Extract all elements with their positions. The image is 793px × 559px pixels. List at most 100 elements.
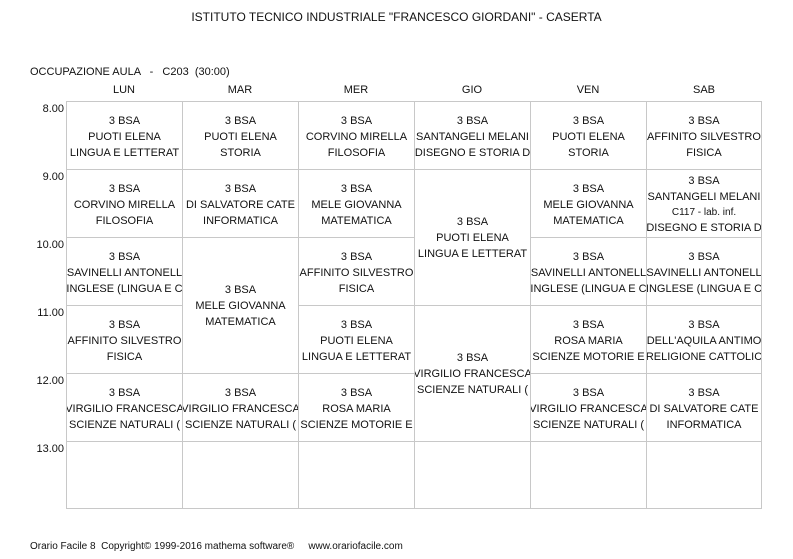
hour-label-10: 10.00	[36, 239, 64, 251]
lesson-teacher: ROSA MARIA	[554, 335, 623, 347]
lesson-cell-double[interactable]: 3 BSA VIRGILIO FRANCESCA SCIENZE NATURAL…	[415, 306, 530, 441]
lesson-cell[interactable]: 3 BSA ROSA MARIA SCIENZE MOTORIE E	[299, 374, 414, 441]
lesson-teacher: CORVINO MIRELLA	[305, 131, 408, 143]
lesson-teacher: ROSA MARIA	[322, 403, 391, 415]
lesson-cell[interactable]: 3 BSA DELL'AQUILA ANTIMO RELIGIONE CATTO…	[647, 306, 761, 373]
lesson-subject: FISICA	[106, 351, 143, 363]
lesson-subject: MATEMATICA	[553, 215, 624, 227]
lesson-subject: FISICA	[338, 283, 375, 295]
hour-label-12: 12.00	[36, 375, 64, 387]
lesson-class: 3 BSA	[340, 387, 373, 399]
lesson-class: 3 BSA	[688, 319, 720, 331]
lesson-teacher: AFFINITO SILVESTRO	[299, 267, 414, 279]
lesson-cell[interactable]: 3 BSA PUOTI ELENA STORIA	[531, 102, 646, 169]
lesson-cell[interactable]: 3 BSA AFFINITO SILVESTRO FISICA	[647, 102, 761, 169]
lesson-cell[interactable]: 3 BSA SAVINELLI ANTONELL INGLESE (LINGUA…	[531, 238, 646, 305]
lesson-subject: SCIENZE NATURALI (	[68, 419, 181, 431]
lesson-cell[interactable]: 3 BSA SAVINELLI ANTONELL INGLESE (LINGUA…	[67, 238, 182, 305]
lesson-subject: LINGUA E LETTERAT	[69, 147, 180, 159]
lesson-teacher: PUOTI ELENA	[204, 131, 277, 143]
lesson-cell[interactable]: 3 BSA DI SALVATORE CATE INFORMATICA	[183, 170, 298, 237]
lesson-class: 3 BSA	[108, 387, 141, 399]
lesson-class: 3 BSA	[224, 387, 257, 399]
lesson-subject: SCIENZE MOTORIE E	[300, 419, 413, 431]
lesson-class: 3 BSA	[572, 251, 605, 263]
lesson-class: 3 BSA	[108, 115, 141, 127]
grid-line	[67, 237, 761, 238]
hour-label-9: 9.00	[42, 171, 64, 183]
grid-line	[67, 169, 761, 170]
lesson-teacher: DELL'AQUILA ANTIMO	[647, 335, 761, 347]
hour-label-11: 11.00	[37, 307, 64, 319]
footer: Orario Facile 8 Copyright© 1999-2016 mat…	[30, 541, 403, 552]
day-header-mar: MAR	[227, 84, 253, 96]
lesson-class: 3 BSA	[108, 183, 141, 195]
lesson-cell[interactable]: 3 BSA AFFINITO SILVESTRO FISICA	[299, 238, 414, 305]
lesson-subject: FILOSOFIA	[95, 215, 154, 227]
footer-website: www.orariofacile.com	[308, 541, 403, 552]
lesson-cell[interactable]: 3 BSA PUOTI ELENA LINGUA E LETTERAT	[67, 102, 182, 169]
lesson-teacher: SAVINELLI ANTONELL	[531, 267, 646, 279]
lesson-class: 3 BSA	[224, 183, 257, 195]
lesson-cell[interactable]: 3 BSA MELE GIOVANNA MATEMATICA	[531, 170, 646, 237]
lesson-cell-double[interactable]: 3 BSA PUOTI ELENA LINGUA E LETTERAT	[415, 170, 530, 305]
lesson-class: 3 BSA	[572, 319, 605, 331]
lesson-cell[interactable]: 3 BSA SANTANGELI MELANI DISEGNO E STORIA…	[415, 102, 530, 169]
lesson-cell[interactable]: 3 BSA ROSA MARIA SCIENZE MOTORIE E	[531, 306, 646, 373]
lesson-subject: INGLESE (LINGUA E C	[67, 283, 182, 295]
lesson-cell[interactable]: 3 BSA VIRGILIO FRANCESCA SCIENZE NATURAL…	[67, 374, 182, 441]
lesson-cell[interactable]: 3 BSA MELE GIOVANNA MATEMATICA	[299, 170, 414, 237]
day-header-sab: SAB	[692, 84, 715, 96]
lesson-class: 3 BSA	[340, 319, 373, 331]
lesson-subject: SCIENZE NATURALI (	[532, 419, 645, 431]
day-header-mer: MER	[343, 84, 369, 96]
lesson-teacher: VIRGILIO FRANCESCA	[531, 403, 646, 415]
lesson-class: 3 BSA	[572, 115, 605, 127]
lesson-subject: MATEMATICA	[205, 315, 276, 328]
lesson-cell[interactable]: 3 BSA AFFINITO SILVESTRO FISICA	[67, 306, 182, 373]
lesson-teacher: MELE GIOVANNA	[543, 199, 634, 211]
grid-line	[67, 373, 761, 374]
lesson-cell[interactable]: 3 BSA CORVINO MIRELLA FILOSOFIA	[299, 102, 414, 169]
lesson-cell[interactable]: 3 BSA VIRGILIO FRANCESCA SCIENZE NATURAL…	[183, 374, 298, 441]
lesson-teacher: PUOTI ELENA	[436, 231, 509, 244]
lesson-class: 3 BSA	[572, 183, 605, 195]
lesson-cell[interactable]: 3 BSA SANTANGELI MELANI C117 - lab. inf.…	[647, 170, 761, 237]
day-header-gio: GIO	[461, 84, 483, 96]
lesson-class: 3 BSA	[688, 175, 720, 187]
lesson-class: 3 BSA	[688, 115, 720, 127]
lesson-teacher: DI SALVATORE CATE	[649, 403, 759, 415]
lesson-teacher: DI SALVATORE CATE	[185, 199, 295, 211]
lesson-cell-double[interactable]: 3 BSA MELE GIOVANNA MATEMATICA	[183, 238, 298, 373]
lesson-teacher: SANTANGELI MELANI	[416, 131, 529, 143]
lesson-subject: DISEGNO E STORIA D	[647, 222, 761, 234]
lesson-subject: SCIENZE NATURALI (	[416, 383, 529, 396]
lesson-subject: LINGUA E LETTERAT	[417, 247, 528, 260]
lesson-class: 3 BSA	[688, 251, 720, 263]
grid-line	[67, 305, 761, 306]
lesson-subject: MATEMATICA	[321, 215, 392, 227]
lesson-cell[interactable]: 3 BSA CORVINO MIRELLA FILOSOFIA	[67, 170, 182, 237]
lesson-teacher: SAVINELLI ANTONELL	[647, 267, 761, 279]
lesson-teacher: SAVINELLI ANTONELL	[67, 267, 182, 279]
lesson-teacher: AFFINITO SILVESTRO	[67, 335, 182, 347]
footer-copyright: Orario Facile 8 Copyright© 1999-2016 mat…	[30, 541, 295, 552]
day-header-lun: LUN	[112, 84, 135, 96]
lesson-teacher: MELE GIOVANNA	[195, 299, 286, 312]
lesson-cell[interactable]: 3 BSA DI SALVATORE CATE INFORMATICA	[647, 374, 761, 441]
hour-label-13: 13.00	[36, 443, 64, 455]
lesson-class: 3 BSA	[108, 319, 141, 331]
lesson-cell[interactable]: 3 BSA SAVINELLI ANTONELL INGLESE (LINGUA…	[647, 238, 761, 305]
lesson-teacher: MELE GIOVANNA	[311, 199, 402, 211]
lesson-cell[interactable]: 3 BSA VIRGILIO FRANCESCA SCIENZE NATURAL…	[531, 374, 646, 441]
lesson-teacher: VIRGILIO FRANCESCA	[183, 403, 298, 415]
school-title: ISTITUTO TECNICO INDUSTRIALE "FRANCESCO …	[191, 10, 602, 24]
lesson-class: 3 BSA	[688, 387, 720, 399]
lesson-cell[interactable]: 3 BSA PUOTI ELENA LINGUA E LETTERAT	[299, 306, 414, 373]
lesson-teacher: CORVINO MIRELLA	[73, 199, 176, 211]
lesson-teacher: VIRGILIO FRANCESCA	[415, 367, 530, 380]
lesson-subject: INGLESE (LINGUA E C	[531, 283, 646, 295]
lesson-cell[interactable]: 3 BSA PUOTI ELENA STORIA	[183, 102, 298, 169]
lesson-room: C117 - lab. inf.	[671, 207, 737, 218]
lesson-subject: STORIA	[220, 147, 261, 159]
